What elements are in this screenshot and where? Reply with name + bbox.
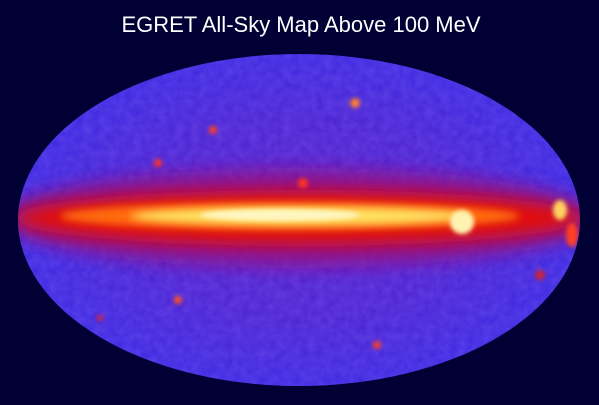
hot-source bbox=[566, 223, 578, 247]
point-source bbox=[174, 296, 182, 304]
point-source bbox=[97, 315, 103, 321]
hot-source bbox=[450, 210, 474, 234]
sky-emission bbox=[18, 54, 580, 386]
point-source bbox=[373, 341, 381, 349]
point-source bbox=[209, 126, 217, 134]
point-source bbox=[154, 159, 162, 167]
point-source bbox=[298, 178, 308, 188]
chart-title: EGRET All-Sky Map Above 100 MeV bbox=[121, 12, 480, 37]
band-core bbox=[200, 209, 360, 221]
hot-source bbox=[553, 200, 567, 220]
point-source bbox=[350, 98, 360, 108]
point-source bbox=[535, 270, 545, 280]
